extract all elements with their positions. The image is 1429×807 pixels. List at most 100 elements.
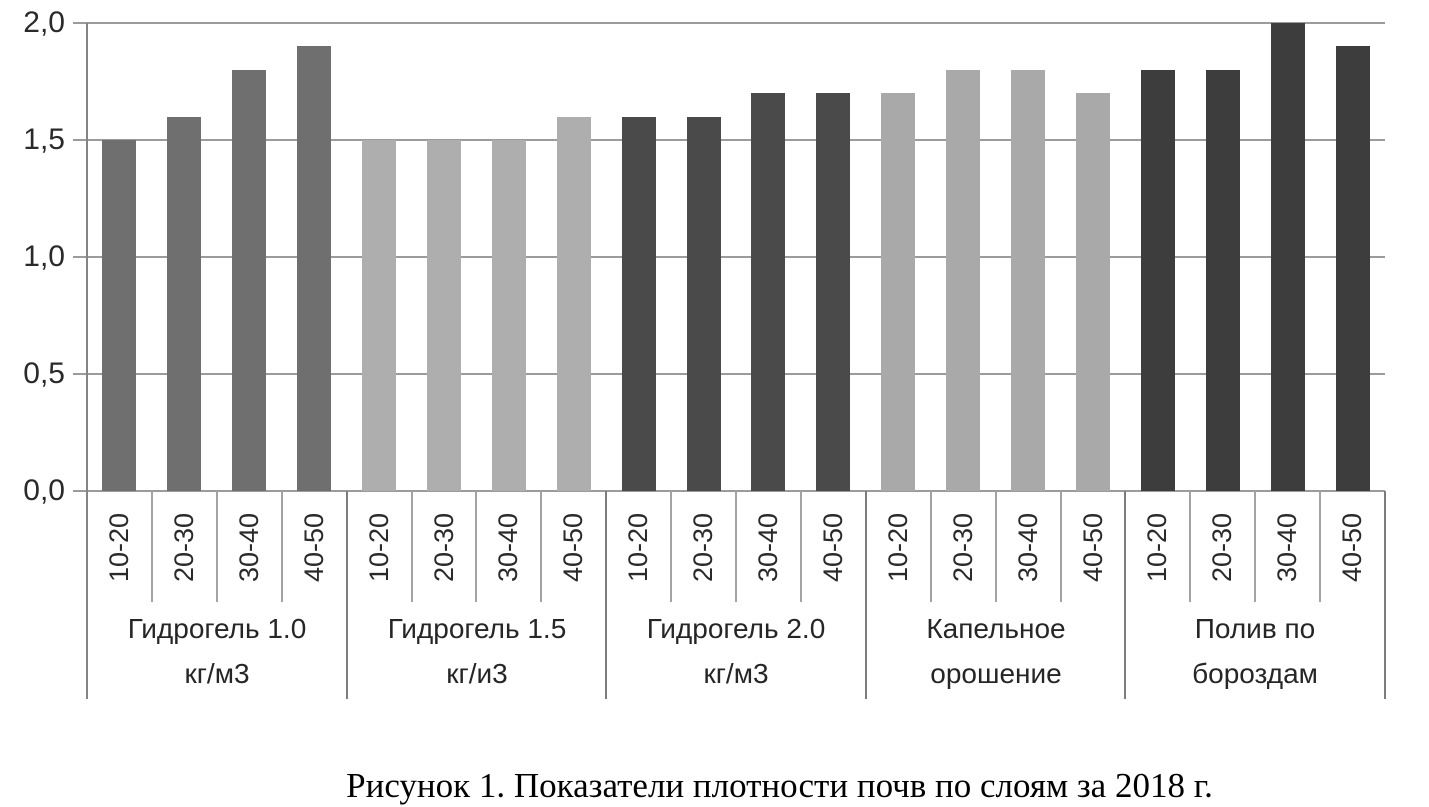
bar [687,117,721,491]
category-separator [670,491,672,602]
bar [362,140,396,491]
category-separator [411,491,413,602]
category-separator [930,491,932,602]
category-separator [540,491,542,602]
x-category-label: 40-50 [801,497,866,598]
group-label-line: кг/м3 [184,657,250,689]
group-label-line: Капельное [926,612,1066,644]
gridline [73,139,1385,141]
group-label: Гидрогель 1.0 кг/м3 [87,602,347,699]
bar [1011,70,1045,491]
category-separator [1254,491,1256,602]
bar [102,140,136,491]
category-separator [281,491,283,602]
bar [816,93,850,491]
y-axis-line [86,23,88,699]
bar [1271,23,1305,491]
gridline [73,256,1385,258]
x-category-label-text: 30-40 [493,512,523,583]
x-category-label: 40-50 [541,497,606,598]
bar [881,93,915,491]
group-separator [346,491,348,699]
x-category-label: 20-30 [931,497,996,598]
x-category-label-text: 10-20 [623,512,653,583]
x-category-label-text: 20-30 [1207,512,1237,583]
y-axis-tick-label: 1,5 [23,123,65,156]
bar [167,117,201,491]
category-separator [800,491,802,602]
bar [492,140,526,491]
x-category-label-text: 10-20 [883,512,913,583]
category-separator [151,491,153,602]
x-category-label-text: 40-50 [299,512,329,583]
group-label-line: Полив по [1194,612,1316,644]
group-separator [1124,491,1126,699]
label-area-right-border [1384,491,1386,699]
x-category-label: 40-50 [1320,497,1385,598]
bar [232,70,266,491]
category-separator [1319,491,1321,602]
gridline [73,373,1385,375]
x-category-label: 20-30 [1190,497,1255,598]
group-label-line: Гидрогель 1.5 [387,612,567,644]
bar [946,70,980,491]
x-category-label-text: 10-20 [1142,512,1172,583]
category-separator [735,491,737,602]
figure-caption: Рисунок 1. Показатели плотности почв по … [346,766,1213,805]
group-separator [865,491,867,699]
bar [557,117,591,491]
group-label: Капельное орошение [866,602,1126,699]
bar [1206,70,1240,491]
bar [751,93,785,491]
x-category-label-text: 30-40 [1272,512,1302,583]
y-axis-tick-label: 2,0 [23,6,65,39]
x-category-label-text: 30-40 [234,512,264,583]
x-category-label-text: 40-50 [1337,512,1367,583]
y-axis-tick-label: 0,5 [23,357,65,390]
bar [297,46,331,491]
x-category-label-text: 30-40 [1013,512,1043,583]
x-category-label-text: 40-50 [1078,512,1108,583]
x-category-label: 20-30 [412,497,477,598]
x-category-label-text: 20-30 [948,512,978,583]
bar [1141,70,1175,491]
group-label-line: Гидрогель 1.0 [127,612,307,644]
group-label-line: Гидрогель 2.0 [646,612,826,644]
x-category-label-text: 20-30 [688,512,718,583]
bar [622,117,656,491]
x-category-label: 10-20 [87,497,152,598]
y-axis-tick-label: 1,0 [23,240,65,273]
group-label-line: кг/м3 [703,657,769,689]
group-label: Полив по бороздам [1125,602,1385,699]
x-category-label-text: 20-30 [429,512,459,583]
group-label: Гидрогель 2.0 кг/м3 [606,602,866,699]
y-axis-tick-label: 0,0 [23,474,65,507]
group-label-line: бороздам [1192,657,1318,689]
x-category-label-text: 10-20 [364,512,394,583]
x-category-label: 10-20 [1125,497,1190,598]
group-label-line: орошение [930,657,1062,689]
x-category-label: 20-30 [152,497,217,598]
x-category-label: 10-20 [866,497,931,598]
x-category-label: 40-50 [1061,497,1126,598]
x-category-label-text: 40-50 [818,512,848,583]
gridline [73,22,1385,24]
x-category-label: 10-20 [347,497,412,598]
x-category-label: 40-50 [282,497,347,598]
x-category-label-text: 10-20 [104,512,134,583]
x-category-label: 10-20 [606,497,671,598]
group-separator [605,491,607,699]
group-label: Гидрогель 1.5 кг/и3 [347,602,607,699]
category-separator [216,491,218,602]
x-category-label-text: 40-50 [558,512,588,583]
bar [427,140,461,491]
x-category-label: 20-30 [671,497,736,598]
gridline [73,490,1385,492]
x-category-label-text: 30-40 [753,512,783,583]
bar [1336,46,1370,491]
bar [1076,93,1110,491]
x-category-label: 30-40 [476,497,541,598]
x-category-label: 30-40 [217,497,282,598]
